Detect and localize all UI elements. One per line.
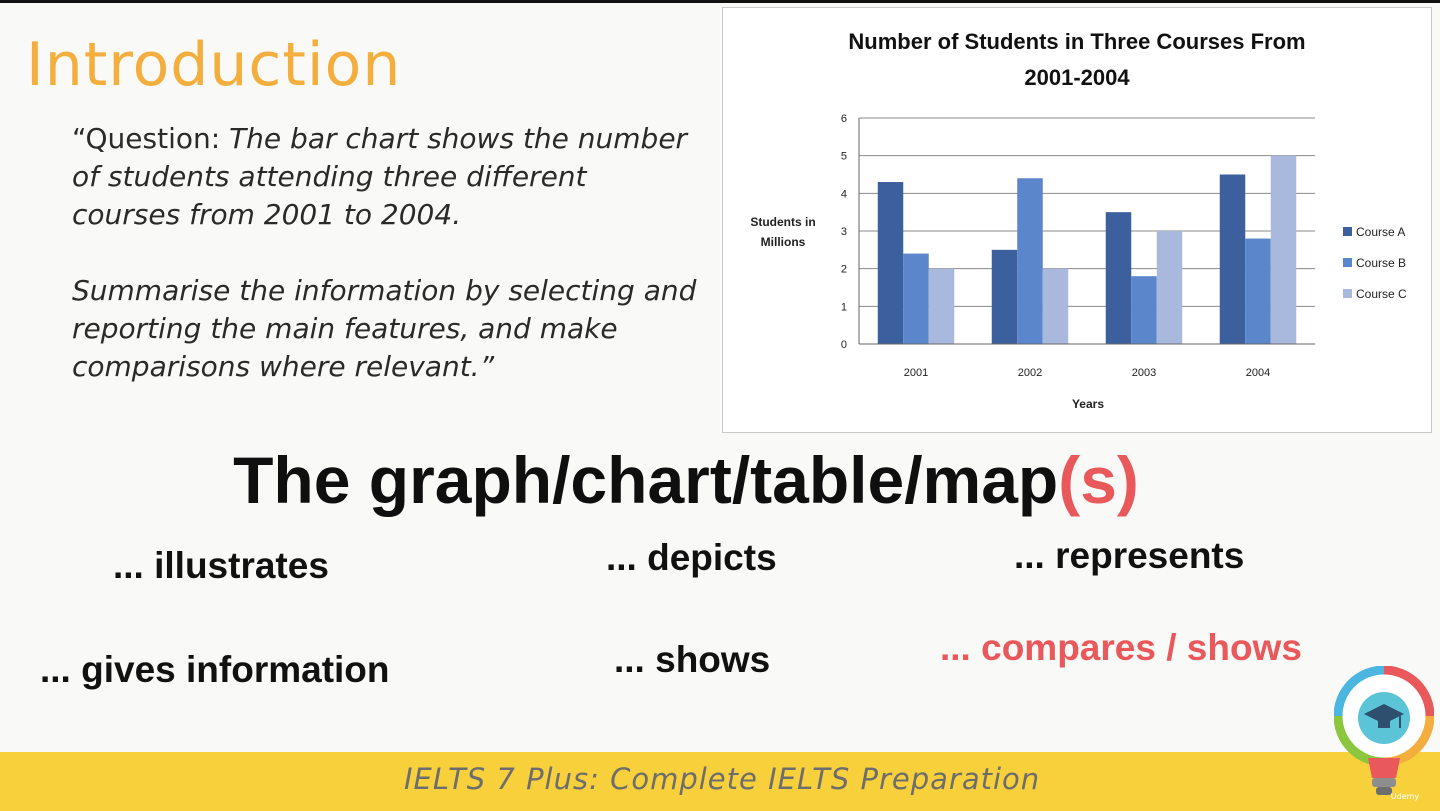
y-tick-label-0: 0 bbox=[841, 339, 847, 351]
bar-course-b-2002 bbox=[1017, 178, 1043, 344]
phrase-represents: ... represents bbox=[1014, 535, 1245, 576]
bar-course-c-2002 bbox=[1042, 268, 1069, 344]
y-tick-label-4: 4 bbox=[841, 188, 847, 200]
phrase-gives-information: ... gives information bbox=[40, 649, 390, 690]
bar-course-a-2002 bbox=[991, 249, 1018, 344]
question-body: The bar chart shows the number of studen… bbox=[72, 122, 688, 231]
bar-course-c-2001 bbox=[928, 268, 955, 344]
headline-accent: (s) bbox=[1058, 443, 1139, 517]
instruction-text: Summarise the information by selecting a… bbox=[72, 274, 697, 383]
phrase-depicts: ... depicts bbox=[606, 537, 777, 578]
x-tick-label-2001: 2001 bbox=[904, 367, 928, 379]
phrase-compares-shows: ... compares / shows bbox=[940, 627, 1302, 668]
y-tick-label-2: 2 bbox=[841, 264, 847, 276]
question-text: “Question: The bar chart shows the numbe… bbox=[72, 120, 702, 234]
legend-swatch-course-b bbox=[1343, 258, 1352, 267]
logo-text: Udemy bbox=[1391, 792, 1420, 801]
legend-label-course-b: Course B bbox=[1356, 256, 1406, 270]
bar-course-b-2003 bbox=[1131, 276, 1157, 344]
chart-bars bbox=[877, 155, 1297, 344]
question-block: “Question: The bar chart shows the numbe… bbox=[72, 120, 702, 386]
y-tick-label-3: 3 bbox=[841, 226, 847, 238]
phrase-illustrates: ... illustrates bbox=[113, 545, 329, 586]
paragraph-gap bbox=[72, 234, 702, 272]
chart-axes: 0 1 2 3 4 5 6 2001 2002 2003 2004 bbox=[841, 113, 1315, 379]
x-tick-label-2004: 2004 bbox=[1246, 367, 1270, 379]
x-tick-label-2003: 2003 bbox=[1132, 367, 1156, 379]
y-axis-label-line-1: Students in bbox=[750, 215, 815, 229]
legend-label-course-c: Course C bbox=[1356, 287, 1407, 301]
chart-legend: Course A Course B Course C bbox=[1343, 225, 1407, 301]
y-tick-label-1: 1 bbox=[841, 301, 847, 313]
y-tick-label-5: 5 bbox=[841, 151, 847, 163]
legend-swatch-course-c bbox=[1343, 289, 1352, 298]
legend-swatch-course-a bbox=[1343, 227, 1352, 236]
legend-label-course-a: Course A bbox=[1356, 225, 1405, 239]
bar-course-c-2004 bbox=[1270, 155, 1297, 344]
bar-course-b-2004 bbox=[1245, 238, 1271, 344]
y-axis-label-line-2: Millions bbox=[761, 235, 806, 249]
top-border bbox=[0, 0, 1440, 3]
footer-bar: IELTS 7 Plus: Complete IELTS Preparation bbox=[0, 752, 1440, 811]
slide-title: Introduction bbox=[26, 30, 402, 100]
phrase-shows: ... shows bbox=[614, 639, 771, 680]
bar-course-a-2001 bbox=[877, 182, 904, 344]
course-title: IELTS 7 Plus: Complete IELTS Preparation bbox=[404, 762, 1041, 796]
bar-chart: Number of Students in Three Courses From… bbox=[750, 29, 1407, 411]
y-tick-label-6: 6 bbox=[841, 113, 847, 125]
bar-chart-panel: Number of Students in Three Courses From… bbox=[722, 7, 1432, 433]
x-tick-label-2002: 2002 bbox=[1018, 367, 1042, 379]
chart-title-line-1: Number of Students in Three Courses From bbox=[848, 29, 1305, 54]
bar-course-a-2004 bbox=[1219, 174, 1246, 344]
udemy-lightbulb-logo: Udemy bbox=[1334, 666, 1434, 801]
question-prefix: “Question: bbox=[72, 122, 230, 155]
x-axis-label: Years bbox=[1072, 397, 1104, 411]
bar-course-b-2001 bbox=[903, 253, 929, 344]
bar-course-c-2003 bbox=[1156, 231, 1183, 344]
chart-title-line-2: 2001-2004 bbox=[1024, 65, 1130, 90]
headline: The graph/chart/table/map(s) bbox=[0, 442, 1372, 518]
bar-course-a-2003 bbox=[1105, 212, 1132, 344]
headline-main: The graph/chart/table/map bbox=[233, 443, 1059, 517]
